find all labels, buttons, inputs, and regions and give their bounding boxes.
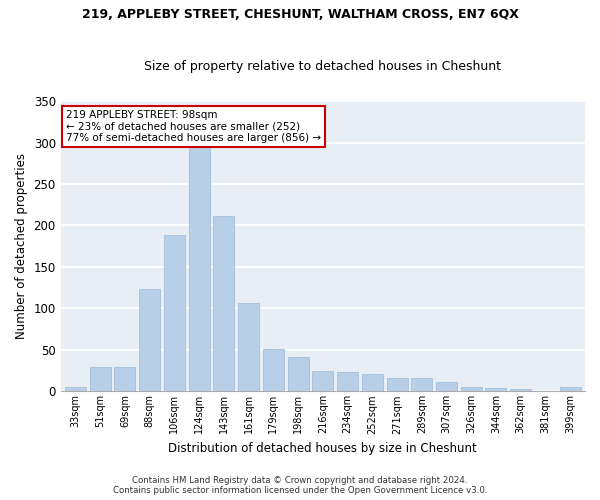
Bar (287, 358, 308, 392)
Bar (485, 388, 506, 392)
Text: 219 APPLEBY STREET: 98sqm
← 23% of detached houses are smaller (252)
77% of semi: 219 APPLEBY STREET: 98sqm ← 23% of detac… (66, 110, 321, 143)
Bar (164, 236, 185, 392)
Bar (362, 374, 383, 392)
Bar (386, 378, 407, 392)
Bar (90, 366, 111, 392)
Title: Size of property relative to detached houses in Cheshunt: Size of property relative to detached ho… (145, 60, 502, 74)
Bar (115, 366, 136, 392)
Text: Contains HM Land Registry data © Crown copyright and database right 2024.
Contai: Contains HM Land Registry data © Crown c… (113, 476, 487, 495)
Bar (337, 372, 358, 392)
Bar (411, 378, 432, 392)
Bar (461, 387, 482, 392)
Bar (214, 216, 235, 392)
Bar (188, 146, 209, 392)
Bar (263, 349, 284, 392)
Bar (313, 372, 334, 392)
Bar (65, 387, 86, 392)
Bar (436, 382, 457, 392)
Bar (510, 389, 531, 392)
Bar (139, 288, 160, 392)
X-axis label: Distribution of detached houses by size in Cheshunt: Distribution of detached houses by size … (169, 442, 477, 455)
Text: 219, APPLEBY STREET, CHESHUNT, WALTHAM CROSS, EN7 6QX: 219, APPLEBY STREET, CHESHUNT, WALTHAM C… (82, 8, 518, 20)
Bar (238, 302, 259, 392)
Bar (560, 387, 581, 392)
Bar (535, 390, 556, 392)
Y-axis label: Number of detached properties: Number of detached properties (15, 153, 28, 339)
